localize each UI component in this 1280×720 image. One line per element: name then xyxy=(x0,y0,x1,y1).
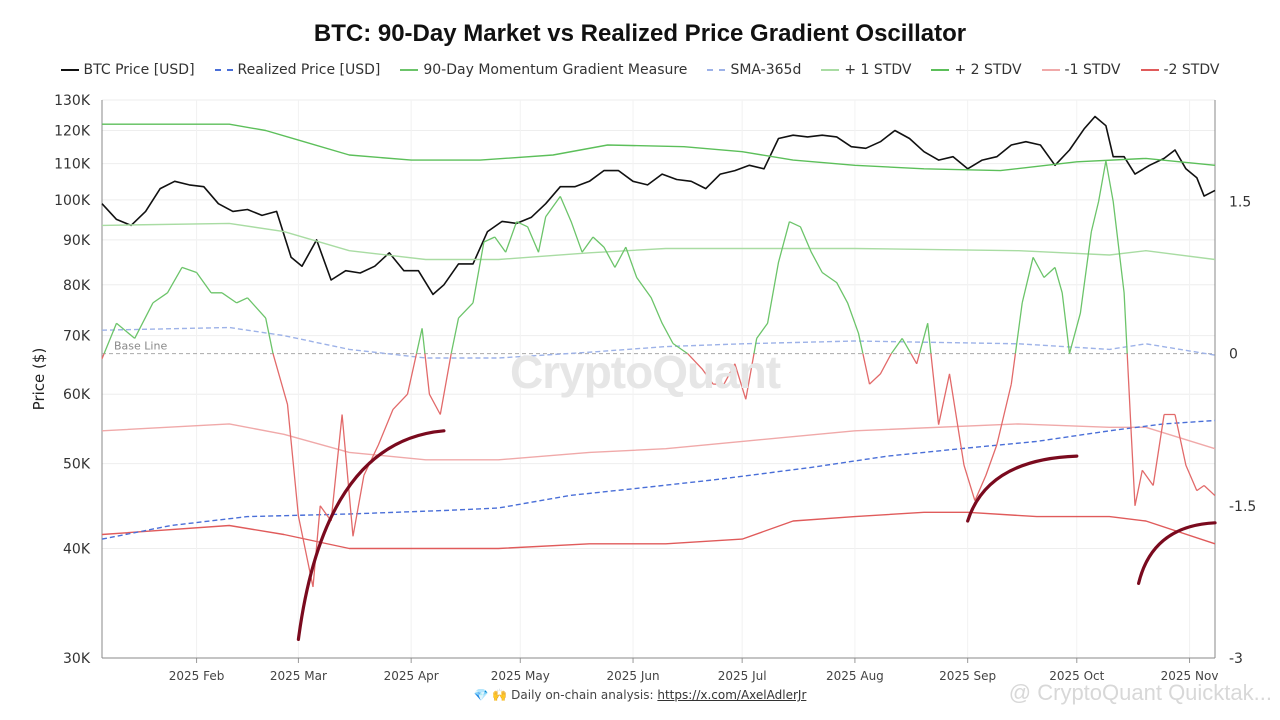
legend-item[interactable]: 90-Day Momentum Gradient Measure xyxy=(400,62,687,78)
legend-item[interactable]: Realized Price [USD] xyxy=(214,62,381,78)
series-line xyxy=(101,511,1216,550)
legend-label: + 1 STDV xyxy=(844,62,912,78)
series-line xyxy=(101,222,1216,261)
series-line-momentum-negative xyxy=(101,353,1216,588)
legend-swatch xyxy=(1140,69,1159,71)
highlight-arc xyxy=(966,454,1079,523)
y-tick-label: 80K xyxy=(63,278,91,294)
legend-label: 90-Day Momentum Gradient Measure xyxy=(423,62,688,78)
y2-tick-label: -1.5 xyxy=(1229,499,1256,515)
y-tick-label: 40K xyxy=(63,542,91,558)
series-line-momentum-positive xyxy=(103,160,1128,355)
y-tick-label: 120K xyxy=(54,123,91,139)
legend-item[interactable]: -2 STDV xyxy=(1140,62,1220,78)
x-tick-label: 2025 Mar xyxy=(270,669,327,683)
y2-tick-label: 0 xyxy=(1229,347,1238,363)
y-tick-label: 100K xyxy=(54,193,91,209)
x-tick-label: 2025 Aug xyxy=(826,669,884,683)
y-tick-label: 70K xyxy=(63,329,91,345)
x-tick-label: 2025 Nov xyxy=(1161,669,1219,683)
y-tick-label: 110K xyxy=(54,157,91,173)
y-axis-label: Price ($) xyxy=(30,348,48,411)
legend-swatch xyxy=(707,69,726,71)
x-tick-label: 2025 Feb xyxy=(169,669,225,683)
legend-swatch xyxy=(931,69,950,71)
legend-item[interactable]: + 1 STDV xyxy=(821,62,911,78)
footer-text: Daily on-chain analysis: xyxy=(511,688,658,702)
legend-swatch xyxy=(60,69,79,71)
legend-swatch xyxy=(400,69,419,71)
series-line xyxy=(102,123,1216,172)
series-line xyxy=(101,326,1216,359)
legend-label: + 2 STDV xyxy=(954,62,1022,78)
x-tick-label: 2025 Oct xyxy=(1049,669,1104,683)
legend-label: -2 STDV xyxy=(1163,62,1220,78)
x-tick-label: 2025 Sep xyxy=(939,669,996,683)
chart-title: BTC: 90-Day Market vs Realized Price Gra… xyxy=(313,20,967,47)
x-tick-label: 2025 Jun xyxy=(606,669,659,683)
y-tick-label: 90K xyxy=(63,233,91,249)
legend-swatch xyxy=(821,69,840,71)
legend-item[interactable]: BTC Price [USD] xyxy=(60,62,195,78)
legend-label: Realized Price [USD] xyxy=(237,62,381,78)
highlight-arc xyxy=(296,429,446,641)
x-tick-label: 2025 Jul xyxy=(718,669,767,683)
legend-item[interactable]: + 2 STDV xyxy=(931,62,1022,78)
legend-swatch xyxy=(1041,69,1060,71)
base-line-label: Base Line xyxy=(114,340,167,353)
series-line xyxy=(101,423,1216,461)
y-tick-label: 30K xyxy=(63,651,91,667)
legend-label: SMA-365d xyxy=(730,62,802,78)
footer-icons: 💎 🙌 xyxy=(473,688,508,702)
y-tick-label: 130K xyxy=(54,93,91,109)
chart-legend: BTC Price [USD] Realized Price [USD] 90-Da… xyxy=(0,62,1280,78)
legend-label: BTC Price [USD] xyxy=(83,62,195,78)
y2-tick-label: 1.5 xyxy=(1229,194,1251,210)
footer: 💎 🙌 Daily on-chain analysis: https://x.c… xyxy=(0,688,1280,702)
series-line xyxy=(101,419,1216,540)
y-tick-label: 60K xyxy=(63,387,91,403)
footer-link[interactable]: https://x.com/AxelAdlerJr xyxy=(657,688,807,702)
legend-item[interactable]: -1 STDV xyxy=(1041,62,1121,78)
legend-swatch xyxy=(214,69,233,71)
highlight-arc xyxy=(1137,521,1217,585)
legend-item[interactable]: SMA-365d xyxy=(707,62,801,78)
y2-tick-label: -3 xyxy=(1229,651,1243,667)
watermark-center: CryptoQuant xyxy=(510,346,781,398)
y-tick-label: 50K xyxy=(63,457,91,473)
series-line xyxy=(101,115,1216,296)
legend-label: -1 STDV xyxy=(1064,62,1121,78)
x-tick-label: 2025 May xyxy=(491,669,550,683)
watermark-corner: @ CryptoQuant Quicktak... xyxy=(1008,680,1272,705)
x-tick-label: 2025 Apr xyxy=(384,669,439,683)
